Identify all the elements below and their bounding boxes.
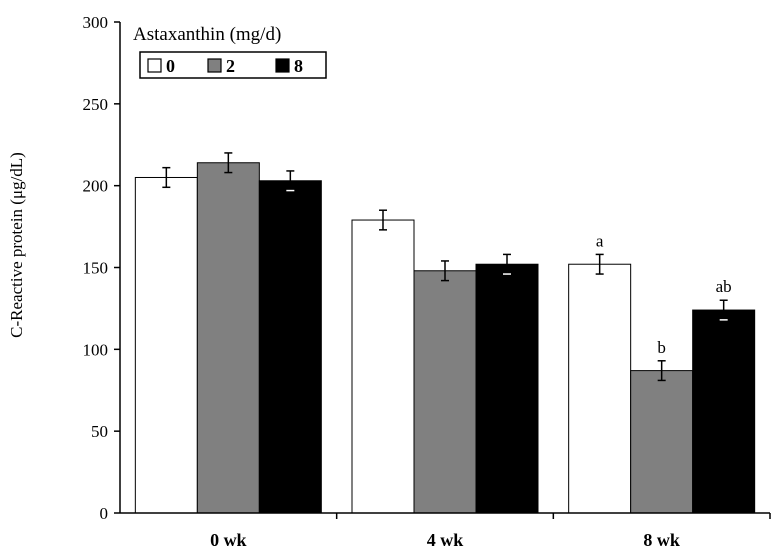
- x-tick-label: 0 wk: [210, 530, 247, 550]
- legend-label-8: 8: [294, 56, 303, 76]
- legend-items: 0 2 8: [147, 56, 303, 76]
- significance-label: ab: [716, 277, 732, 296]
- y-tick-label: 0: [100, 504, 109, 523]
- y-tick-label: 50: [91, 422, 108, 441]
- legend: Astaxanthin (mg/d) 0 2 8: [133, 24, 327, 79]
- legend-label-2: 2: [226, 56, 235, 76]
- y-tick-label: 100: [83, 340, 109, 359]
- x-tick-label: 4 wk: [427, 530, 464, 550]
- significance-label: a: [596, 231, 604, 250]
- x-tick-label: 8 wk: [643, 530, 680, 550]
- bar-0-0wk: [134, 176, 198, 514]
- y-tick-label: 150: [83, 259, 109, 278]
- bar-2-8wk: [630, 370, 694, 514]
- bar-8-0wk: [258, 180, 322, 514]
- y-tick-label: 300: [83, 13, 109, 32]
- y-tick-label: 200: [83, 177, 109, 196]
- bar-2-4wk: [413, 270, 477, 514]
- legend-swatch-8: [275, 58, 290, 73]
- bar-8-4wk: [475, 263, 539, 514]
- bar-0-4wk: [351, 219, 415, 514]
- error-bars-layer: [162, 152, 728, 382]
- legend-swatch-0: [147, 58, 162, 73]
- y-axis-title: C-Reactive protein (μg/dL): [7, 152, 26, 338]
- legend-swatch-2: [207, 58, 222, 73]
- bars-layer: [134, 162, 756, 514]
- significance-label: b: [657, 338, 666, 357]
- bar-0-8wk: [568, 263, 632, 514]
- y-ticks-layer: 0 50 100 150 200 250 300: [83, 13, 120, 523]
- legend-title: Astaxanthin (mg/d): [133, 24, 281, 45]
- legend-box: [139, 51, 327, 79]
- x-ticks-layer: 0 wk 4 wk 8 wk: [210, 513, 771, 550]
- legend-label-0: 0: [166, 56, 175, 76]
- bar-8-8wk: [692, 309, 756, 514]
- y-tick-label: 250: [83, 95, 109, 114]
- bar-2-0wk: [196, 162, 260, 514]
